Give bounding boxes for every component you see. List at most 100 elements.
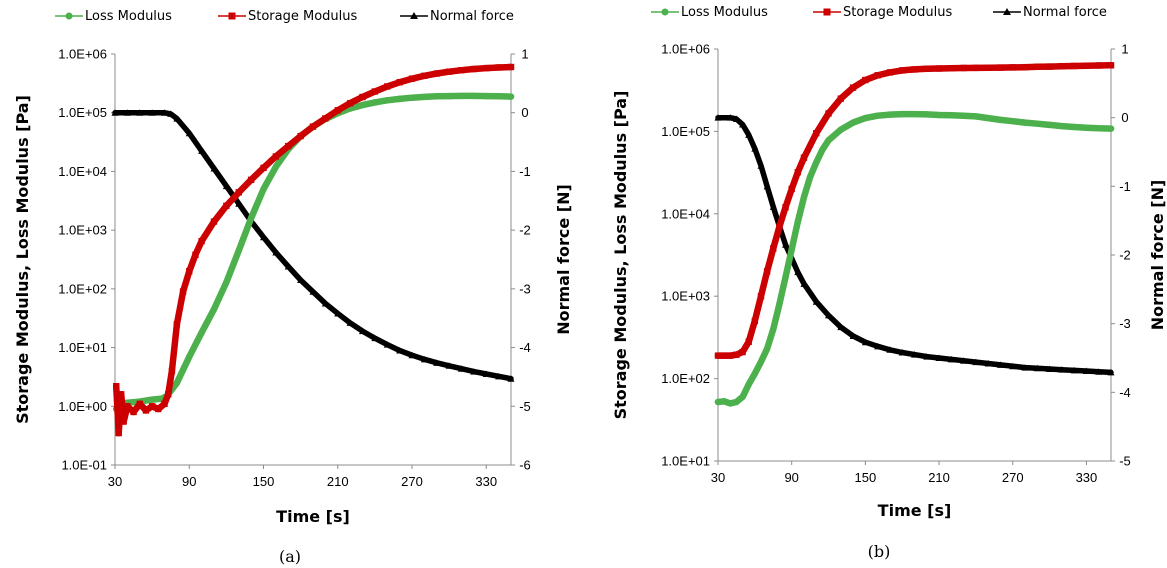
data-point-storage-modulus [309, 123, 317, 130]
data-point-loss-modulus [984, 114, 992, 122]
data-point-loss-modulus [433, 93, 440, 100]
data-point-loss-modulus [899, 110, 906, 118]
data-point-loss-modulus [923, 111, 930, 118]
y2-tick-label: 0 [521, 105, 528, 120]
data-point-normal-force [408, 351, 416, 359]
data-point-normal-force [161, 109, 168, 116]
data-point-normal-force [321, 300, 329, 307]
y2-tick-label: -4 [519, 340, 531, 355]
data-point-loss-modulus [458, 92, 465, 100]
data-point-normal-force [309, 288, 317, 295]
data-point-normal-force [396, 347, 404, 354]
data-point-loss-modulus [733, 398, 740, 406]
data-point-normal-force [383, 341, 391, 348]
x-tick-label: 210 [928, 470, 950, 485]
data-point-loss-modulus [507, 93, 515, 100]
data-point-normal-force [445, 362, 453, 369]
data-point-storage-modulus [359, 93, 366, 101]
data-point-storage-modulus [371, 88, 379, 95]
legend-label: Storage Modulus [843, 5, 953, 20]
data-point-loss-modulus [1034, 120, 1041, 127]
data-point-loss-modulus [359, 101, 366, 109]
data-point-loss-modulus [794, 218, 802, 225]
data-point-storage-modulus [972, 64, 980, 72]
y-tick-label: 1.0E+03 [661, 289, 710, 304]
legend-marker [410, 12, 418, 19]
data-point-storage-modulus [745, 338, 752, 345]
data-point-normal-force [1058, 366, 1066, 373]
data-point-normal-force [235, 200, 243, 207]
data-point-loss-modulus [751, 370, 759, 377]
data-point-loss-modulus [757, 358, 765, 365]
legend-item-storage-modulus: Storage Modulus [218, 9, 358, 24]
data-point-loss-modulus [714, 398, 722, 406]
y-tick-label: 1.0E+05 [58, 105, 107, 120]
data-point-normal-force [210, 164, 218, 172]
data-point-loss-modulus [960, 112, 967, 119]
y2-tick-label: -3 [519, 281, 531, 296]
y-axis-title: Storage Modulus, Loss Modulus [Pa] [611, 91, 630, 420]
data-point-loss-modulus [720, 398, 728, 405]
data-point-loss-modulus [825, 137, 832, 144]
y2-tick-label: -5 [1119, 454, 1131, 469]
data-point-storage-modulus [142, 407, 150, 414]
data-point-storage-modulus [322, 115, 329, 122]
chart-b: 1.0E+01 1.0E+02 1.0E+03 1.0E+04 1.0E+05 1.0E+… [611, 5, 1167, 561]
data-point-storage-modulus [124, 403, 131, 410]
legend-marker [661, 8, 669, 16]
data-point-normal-force [923, 353, 931, 360]
data-point-normal-force [972, 358, 980, 366]
data-point-normal-force [297, 276, 305, 284]
data-point-normal-force [886, 346, 894, 353]
x-tick-label: 30 [108, 474, 122, 489]
y2-tick-label: 1 [521, 47, 528, 62]
data-point-normal-force [960, 357, 968, 364]
data-point-loss-modulus [935, 111, 943, 119]
y-tick-label: 1.0E+06 [58, 47, 107, 62]
y2-tick-label: -5 [519, 399, 531, 414]
x-tick-label: 270 [1002, 470, 1024, 485]
data-point-loss-modulus [1021, 119, 1029, 126]
data-point-normal-force [849, 332, 857, 340]
y-tick-label: 1.0E+01 [58, 340, 107, 355]
data-point-storage-modulus [825, 110, 832, 117]
data-point-storage-modulus [117, 391, 125, 398]
data-point-loss-modulus [1070, 123, 1078, 131]
data-point-loss-modulus [806, 173, 814, 181]
data-point-loss-modulus [247, 214, 255, 222]
data-point-storage-modulus [837, 95, 845, 102]
data-point-storage-modulus [800, 154, 808, 161]
data-point-storage-modulus [260, 164, 267, 172]
data-point-normal-force [482, 370, 490, 377]
data-point-normal-force [825, 311, 833, 319]
data-point-loss-modulus [445, 92, 453, 100]
legend-marker [823, 8, 831, 16]
data-point-storage-modulus [507, 63, 515, 71]
data-point-loss-modulus [173, 379, 181, 387]
data-point-storage-modulus [179, 288, 187, 295]
data-point-loss-modulus [874, 112, 881, 119]
y-tick-label: 1.0E+01 [661, 454, 710, 469]
data-point-storage-modulus [346, 100, 354, 107]
data-point-normal-force [148, 109, 156, 116]
x-tick-label: 330 [475, 474, 497, 489]
data-point-loss-modulus [819, 146, 826, 153]
x-tick-label: 90 [784, 470, 798, 485]
data-point-storage-modulus [733, 351, 740, 358]
data-point-normal-force [1021, 364, 1029, 371]
data-point-storage-modulus [757, 293, 765, 300]
data-point-normal-force [198, 147, 206, 154]
data-point-loss-modulus [235, 247, 242, 254]
data-point-normal-force [812, 298, 820, 305]
y2-axis-title: Normal force [N] [1148, 180, 1167, 331]
data-point-normal-force [371, 334, 379, 342]
legend-label: Loss Modulus [85, 9, 172, 24]
data-point-storage-modulus [130, 408, 137, 416]
legend-marker [228, 12, 236, 20]
data-point-storage-modulus [782, 204, 789, 211]
series-line-storage-modulus [112, 63, 515, 437]
data-point-loss-modulus [972, 113, 980, 120]
data-point-storage-modulus [1107, 62, 1115, 69]
data-point-storage-modulus [198, 237, 205, 245]
data-point-storage-modulus [168, 367, 176, 375]
